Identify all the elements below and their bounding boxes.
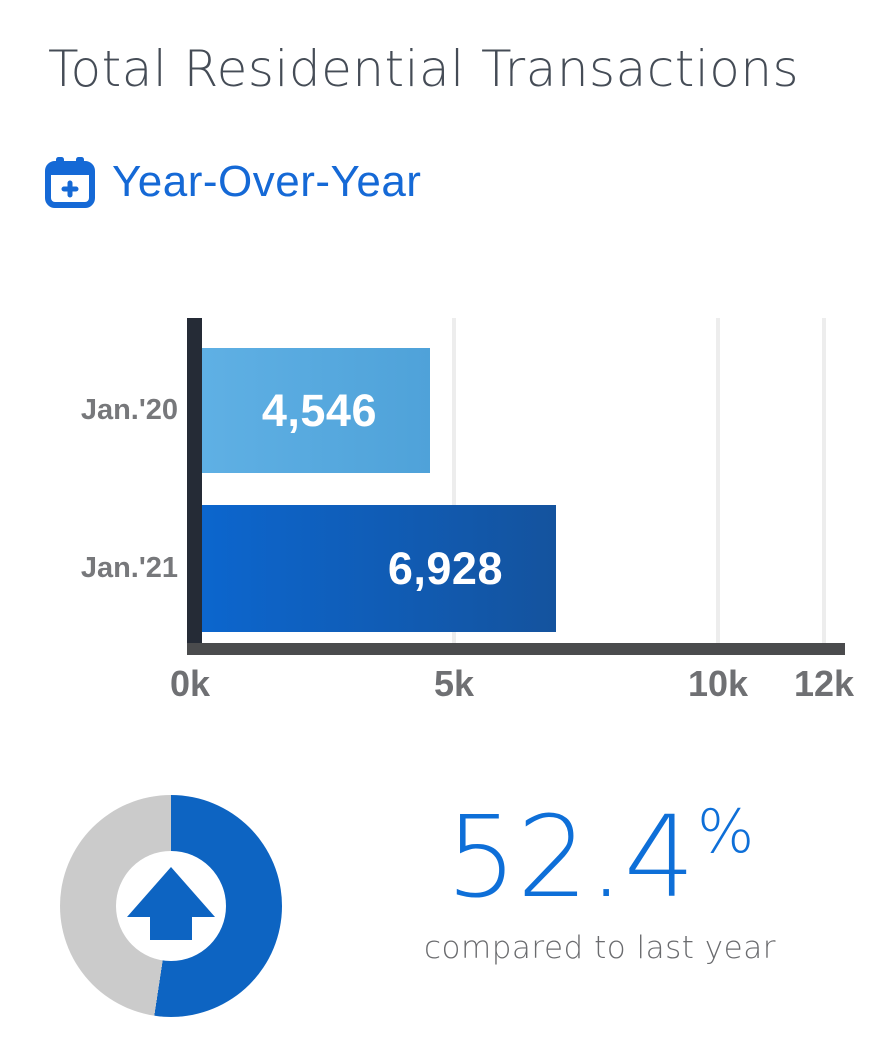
x-tick-label-5k: 5k [433,663,475,704]
yoy-change-stat: 52.4% compared to last year [395,797,805,966]
y-axis-line [187,318,202,655]
bar-value-jan21: 6,928 [387,542,503,594]
x-axis-line [187,643,845,655]
up-arrow-icon [127,867,215,940]
category-label-jan21: Jan.'21 [80,552,178,584]
section-label: Year-Over-Year [112,157,422,206]
x-tick-label-0k: 0k [169,663,211,704]
donut-chart [60,795,282,1017]
x-tick-label-10k: 10k [687,663,749,704]
section-header: Year-Over-Year [45,156,421,208]
bar-value-jan20: 4,546 [261,384,377,436]
percent-sign: % [697,797,755,867]
gridline-5k [452,318,456,643]
gridline-12k [822,318,826,643]
percent-value: 52.4 [445,793,696,923]
stat-caption: compared to last year [424,930,776,966]
page-title: Total Residential Transactions [48,40,800,98]
gridline-10k [716,318,720,643]
bar-jan21: 6,928 [202,505,556,632]
calendar-plus-icon [45,157,95,208]
bar-jan20: 4,546 [202,348,430,473]
stat-number: 52.4% [395,797,805,928]
x-tick-label-12k: 12k [793,663,855,704]
donut-hole [116,851,226,961]
category-label-jan20: Jan.'20 [80,394,178,426]
